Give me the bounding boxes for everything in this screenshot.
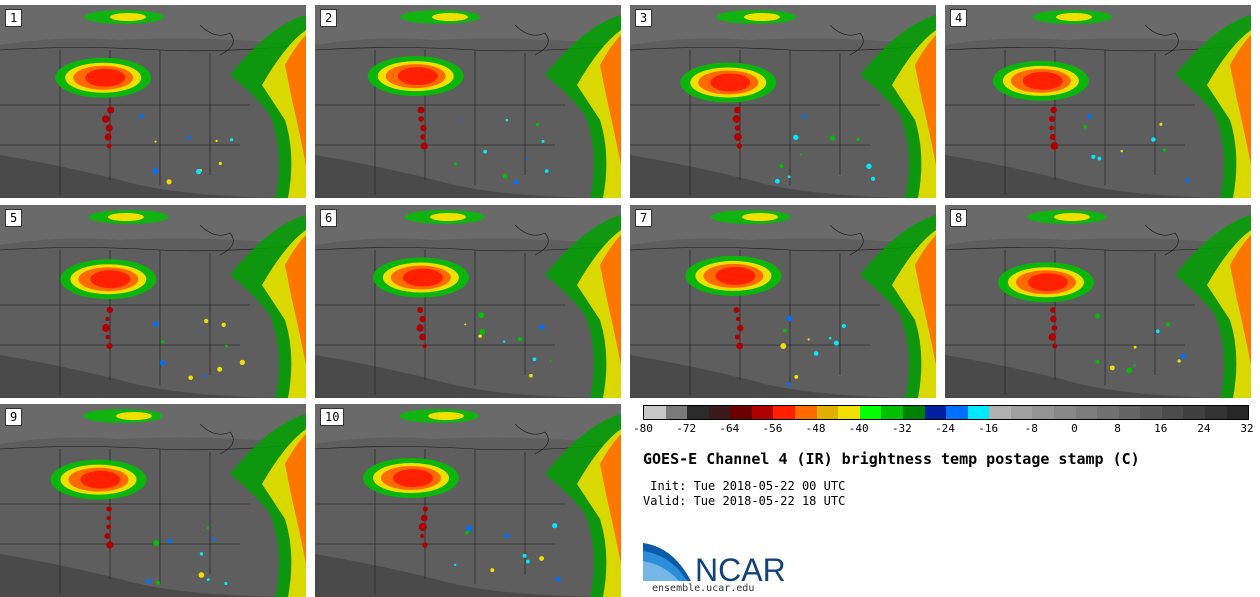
map-panel: 1	[0, 5, 306, 198]
valid-time: Valid: Tue 2018-05-22 18 UTC	[643, 494, 846, 508]
init-time: Init: Tue 2018-05-22 00 UTC	[643, 479, 846, 493]
colorbar-tick: -56	[762, 422, 783, 435]
colorbar-swatch	[946, 406, 968, 419]
time-info: Init: Tue 2018-05-22 00 UTC Valid: Tue 20…	[643, 479, 845, 509]
colorbar-tick: -72	[676, 422, 697, 435]
panel-number-label: 3	[635, 9, 653, 27]
map-panel: 3	[630, 5, 936, 198]
colorbar-swatch	[1032, 406, 1054, 419]
colorbar-tick: -64	[719, 422, 740, 435]
map-panel: 7	[630, 205, 936, 398]
map-panel: 5	[0, 205, 306, 398]
colorbar-tick: 0	[1071, 422, 1078, 435]
panel-number-label: 6	[320, 209, 338, 227]
ncar-logo: NCAR	[643, 543, 786, 586]
colorbar-swatch	[924, 406, 947, 419]
colorbar-tick: 24	[1197, 422, 1211, 435]
colorbar-tick-labels: -80 -72 -64 -56 -48 -40 -32 -24 -16 -8 0 8 16 24 32	[633, 422, 1254, 438]
colorbar-tick: 8	[1114, 422, 1121, 435]
colorbar-swatch	[730, 406, 752, 419]
colorbar-swatch	[1053, 406, 1076, 419]
colorbar-swatch	[1161, 406, 1184, 419]
panel-number-label: 9	[5, 408, 23, 426]
colorbar-tick: -80	[633, 422, 653, 435]
colorbar-swatch	[902, 406, 925, 419]
colorbar-swatch	[838, 406, 860, 419]
panel-number-label: 1	[5, 9, 23, 27]
colorbar-swatch	[881, 406, 903, 419]
map-panel: 2	[315, 5, 621, 198]
colorbar-swatch	[644, 406, 666, 419]
map-panel: 4	[945, 5, 1251, 198]
panel-number-label: 8	[950, 209, 968, 227]
colorbar-swatch	[816, 406, 839, 419]
panel-number-label: 4	[950, 9, 968, 27]
colorbar-tick: -16	[978, 422, 999, 435]
colorbar-tick: -32	[891, 422, 912, 435]
colorbar-tick: -40	[848, 422, 869, 435]
panel-number-label: 2	[320, 9, 338, 27]
ncar-logo-text: NCAR	[695, 552, 786, 586]
colorbar-tick: 32	[1240, 422, 1254, 435]
colorbar-swatch	[989, 406, 1011, 419]
colorbar	[643, 405, 1249, 420]
map-panel: 6	[315, 205, 621, 398]
panel-number-label: 10	[320, 408, 345, 426]
colorbar-swatch	[795, 406, 817, 419]
logo-url: ensemble.ucar.edu	[652, 583, 755, 594]
colorbar-swatch	[1118, 406, 1141, 419]
colorbar-tick: -48	[805, 422, 826, 435]
map-panel: 8	[945, 205, 1251, 398]
colorbar-swatch	[967, 406, 990, 419]
colorbar-swatch	[1010, 406, 1033, 419]
colorbar-swatch	[708, 406, 731, 419]
colorbar-swatch	[773, 406, 796, 419]
colorbar-swatch	[665, 406, 688, 419]
panel-number-label: 5	[5, 209, 23, 227]
panel-number-label: 7	[635, 209, 653, 227]
colorbar-swatch	[687, 406, 709, 419]
colorbar-swatch	[1140, 406, 1162, 419]
map-panel: 9	[0, 404, 306, 597]
colorbar-swatch	[1205, 406, 1227, 419]
figure-title: GOES-E Channel 4 (IR) brightness temp po…	[643, 450, 1140, 468]
colorbar-swatch	[1226, 406, 1249, 419]
colorbar-swatch	[1075, 406, 1098, 419]
colorbar-swatch	[859, 406, 882, 419]
map-panel: 10	[315, 404, 621, 597]
colorbar-swatch	[751, 406, 774, 419]
colorbar-tick: -8	[1024, 422, 1038, 435]
colorbar-tick: 16	[1154, 422, 1168, 435]
colorbar-swatch	[1183, 406, 1206, 419]
colorbar-tick: -24	[935, 422, 955, 435]
colorbar-swatch	[1097, 406, 1119, 419]
